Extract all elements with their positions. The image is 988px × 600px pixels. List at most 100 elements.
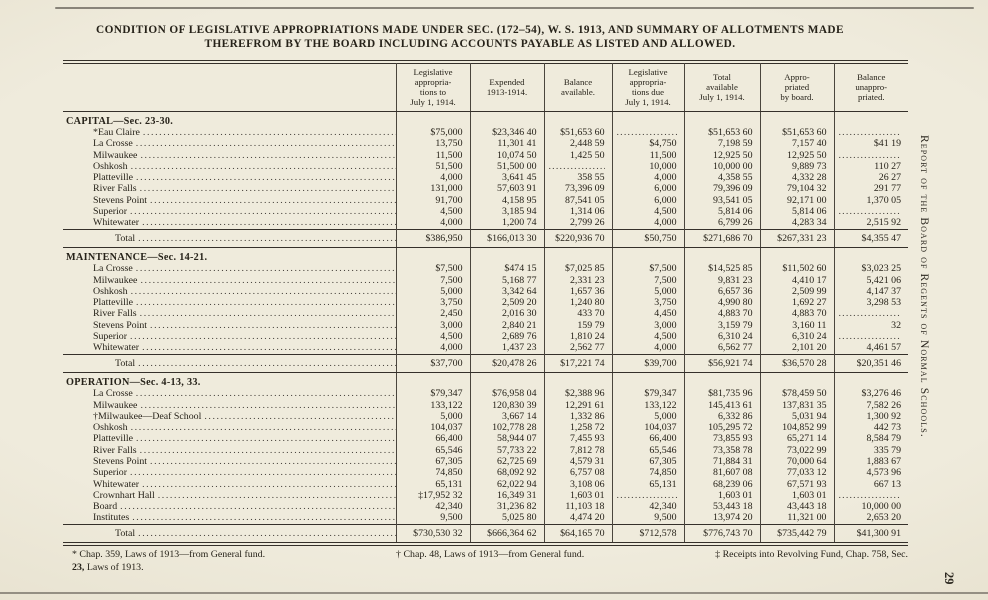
table-cell: $51,653 60 (759, 126, 834, 139)
row-label-cell: Board...................................… (63, 501, 396, 512)
row-label-cell: Whitewater..............................… (63, 342, 396, 354)
dot-leader: ........................................… (142, 342, 395, 354)
table-cell: 4,474 20 (543, 512, 612, 525)
table-cell (395, 247, 470, 264)
total-label-wrap: Total...................................… (63, 233, 396, 244)
page-title-line2: THEREFROM BY THE BOARD INCLUDING ACCOUNT… (204, 37, 736, 50)
section-title-cell: MAINTENANCE—Sec. 14-21. (63, 247, 396, 263)
row-label-wrap: Superior................................… (63, 467, 396, 478)
table-header-row: Legislative appropria- tions to July 1, … (63, 63, 908, 112)
table-cell: 9,889 73 (759, 160, 834, 173)
table-cell: 2,448 59 (543, 138, 612, 150)
column-header-total-available: Total available July 1, 1914. (683, 63, 760, 112)
table-cell: 13,750 (395, 138, 470, 150)
table-cell: 3,641 45 (469, 172, 544, 184)
table-row: Milwaukee...............................… (63, 149, 908, 161)
table-cell: 67,305 (395, 456, 470, 468)
total-label-wrap: Total...................................… (63, 528, 396, 539)
empty-cell-dots: .................. (548, 160, 605, 172)
table-cell: 51,500 (395, 160, 470, 173)
table-cell: 4,410 17 (759, 274, 834, 286)
table-cell: 74,850 (611, 467, 684, 479)
table-cell: 145,413 61 (683, 399, 760, 411)
table-cell: 11,103 18 (543, 501, 612, 513)
table-row: Superior................................… (63, 206, 908, 218)
table-cell: 1,603 01 (543, 489, 612, 502)
dot-leader: ........................................… (142, 478, 395, 490)
table-row: Oshkosh.................................… (63, 285, 908, 298)
table-cell: 73,396 09 (543, 183, 612, 195)
page-title: CONDITION OF LEGISLATIVE APPROPRIATIONS … (70, 24, 870, 51)
table-cell (683, 372, 760, 389)
row-label-cell: Stevens Point...........................… (63, 195, 396, 206)
empty-cell-dots: .................. (838, 331, 902, 343)
table-cell: $56,921 74 (683, 353, 760, 373)
column-header-balance-available: Balance available. (543, 63, 612, 112)
column-header-balance-unappropriated: Balance unappro- priated. (833, 63, 908, 112)
table-cell: 4,500 (611, 206, 684, 218)
table-cell: 4,000 (611, 172, 684, 184)
table-cell: 68,239 06 (683, 478, 760, 490)
table-cell: 4,358 55 (683, 172, 760, 184)
appropriations-table-wrap: Legislative appropria- tions to July 1, … (63, 60, 908, 546)
table-row: Stevens Point...........................… (63, 194, 908, 207)
footnote-line2-rest: Laws of 1913. (84, 561, 144, 573)
row-label: Platteville (93, 297, 134, 309)
dot-leader: ........................................… (138, 527, 395, 539)
table-cell: 433 70 (543, 308, 612, 320)
table-cell: .................. (833, 308, 908, 320)
table-cell: 3,159 79 (683, 319, 760, 332)
row-label: Whitewater (93, 217, 140, 229)
row-label-cell: Milwaukee...............................… (63, 400, 396, 411)
dot-leader: ........................................… (150, 456, 395, 467)
table-row: *Eau Claire.............................… (63, 126, 908, 139)
table-cell: 9,500 (611, 512, 684, 525)
table-cell (611, 372, 684, 389)
table-cell: 1,810 24 (543, 331, 612, 343)
table-row: Milwaukee...............................… (63, 274, 908, 286)
row-label: Whitewater (93, 342, 140, 354)
table-cell: 104,852 99 (759, 422, 834, 434)
table-cell: 6,562 77 (683, 342, 760, 355)
empty-cell-dots: .................. (838, 206, 902, 218)
table-cell: .................. (611, 489, 684, 502)
table-cell: 137,831 35 (759, 399, 834, 411)
table-cell: 7,500 (611, 274, 684, 286)
table-cell: $220,936 70 (543, 228, 612, 248)
table-cell: 66,400 (611, 433, 684, 445)
table-cell: 6,310 24 (759, 331, 834, 343)
section-title: CAPITAL—Sec. 23-30. (66, 115, 174, 127)
table-cell (469, 372, 544, 389)
table-cell: .................. (833, 149, 908, 161)
table-cell: 1,603 01 (759, 489, 834, 502)
dot-leader: ........................................… (130, 331, 395, 343)
row-label-wrap: Whitewater..............................… (63, 479, 396, 490)
table-cell: 104,037 (611, 422, 684, 434)
table-cell: $2,388 96 (543, 388, 612, 400)
table-row: River Falls.............................… (63, 444, 908, 456)
table-cell: 335 79 (833, 444, 908, 456)
table-cell (759, 372, 834, 389)
table-cell: 11,500 (395, 149, 470, 161)
row-label-cell: Platteville.............................… (63, 433, 396, 444)
table-cell: 6,757 08 (543, 467, 612, 479)
section-title: OPERATION—Sec. 4-13, 33. (66, 376, 201, 388)
table-cell (611, 111, 684, 127)
table-cell: 2,509 99 (759, 285, 834, 298)
table-cell: $20,478 26 (469, 353, 544, 373)
dot-leader: ........................................… (140, 399, 395, 411)
table-cell: 1,314 06 (543, 206, 612, 218)
table-cell: 5,814 06 (759, 206, 834, 218)
table-cell: 3,342 64 (469, 285, 544, 298)
table-cell: 10,000 00 (833, 501, 908, 513)
table-cell (683, 111, 760, 127)
table-row: River Falls.............................… (63, 183, 908, 195)
table-cell: 4,332 28 (759, 172, 834, 184)
table-cell: 5,814 06 (683, 206, 760, 218)
table-cell: $4,355 47 (833, 228, 908, 248)
table-cell: 7,812 78 (543, 444, 612, 456)
row-label: Whitewater (93, 478, 140, 490)
row-label-cell: River Falls.............................… (63, 445, 396, 456)
table-cell: 1,437 23 (469, 342, 544, 355)
row-label-wrap: Crownhart Hall..........................… (63, 490, 396, 501)
